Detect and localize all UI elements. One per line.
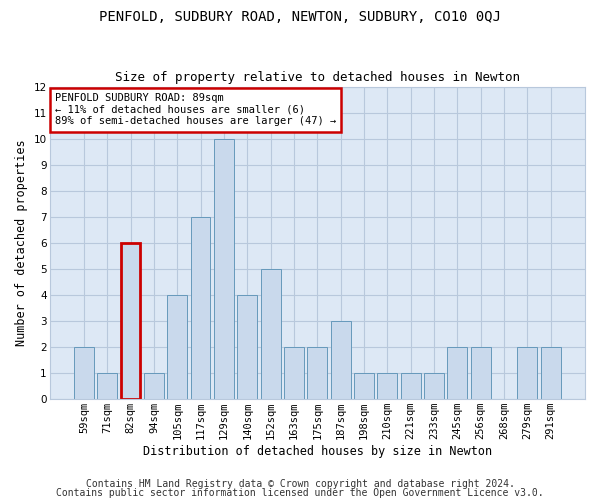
Bar — [448, 346, 467, 399]
Bar — [238, 295, 257, 399]
Bar — [331, 321, 350, 398]
X-axis label: Distribution of detached houses by size in Newton: Distribution of detached houses by size … — [143, 444, 492, 458]
Bar — [517, 346, 538, 399]
Text: Contains public sector information licensed under the Open Government Licence v3: Contains public sector information licen… — [56, 488, 544, 498]
Text: PENFOLD, SUDBURY ROAD, NEWTON, SUDBURY, CO10 0QJ: PENFOLD, SUDBURY ROAD, NEWTON, SUDBURY, … — [99, 10, 501, 24]
Bar — [121, 243, 140, 398]
Title: Size of property relative to detached houses in Newton: Size of property relative to detached ho… — [115, 72, 520, 85]
Bar — [354, 372, 374, 398]
Bar — [424, 372, 444, 398]
Bar — [144, 372, 164, 398]
Bar — [191, 217, 211, 398]
Bar — [307, 346, 327, 399]
Bar — [97, 372, 117, 398]
Bar — [377, 372, 397, 398]
Bar — [167, 295, 187, 399]
Bar — [401, 372, 421, 398]
Y-axis label: Number of detached properties: Number of detached properties — [15, 140, 28, 346]
Bar — [260, 269, 281, 398]
Bar — [541, 346, 560, 399]
Text: PENFOLD SUDBURY ROAD: 89sqm
← 11% of detached houses are smaller (6)
89% of semi: PENFOLD SUDBURY ROAD: 89sqm ← 11% of det… — [55, 94, 336, 126]
Bar — [471, 346, 491, 399]
Text: Contains HM Land Registry data © Crown copyright and database right 2024.: Contains HM Land Registry data © Crown c… — [86, 479, 514, 489]
Bar — [214, 139, 234, 398]
Bar — [284, 346, 304, 399]
Bar — [74, 346, 94, 399]
